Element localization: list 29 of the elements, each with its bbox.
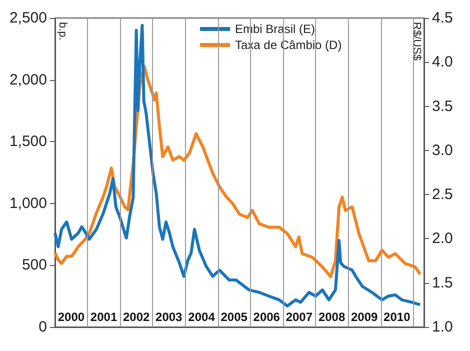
x-tick-label: 2005: [220, 310, 248, 324]
y-tick-label: 1,500: [9, 133, 47, 150]
x-tick-label: 2008: [318, 310, 346, 324]
x-tick-label: 2007: [286, 310, 313, 324]
x-tick-label: 2002: [122, 310, 150, 324]
y2-tick-label: 1.5: [432, 274, 453, 292]
y-axis-title: b.p.: [56, 22, 68, 40]
x-tick-label: 2001: [90, 310, 118, 324]
y2-tick-label: 4.5: [432, 10, 453, 26]
x-tick-label: 2010: [384, 310, 411, 324]
y2-tick-label: 2.5: [432, 186, 453, 204]
y-tick-label: 2,000: [9, 71, 47, 88]
x-tick-label: 2009: [350, 310, 378, 324]
legend-label: Taxa de Câmbio (D): [235, 38, 342, 52]
y2-tick-label: 3.5: [432, 98, 453, 115]
y2-tick-label: 4.0: [432, 54, 453, 71]
y2-tick-label: 2.0: [432, 230, 453, 248]
line-series: [54, 24, 422, 308]
y-tick-label: 0: [38, 318, 47, 336]
x-tick-label: 2000: [58, 310, 85, 324]
x-tick-label: 2006: [253, 310, 280, 324]
legend-label: Embi Brasil (E): [235, 22, 316, 36]
x-tick-label: 2003: [156, 310, 183, 324]
x-tick-label: 2004: [188, 310, 216, 324]
y-tick-label: 2,500: [9, 10, 47, 26]
y2-tick-label: 3.0: [432, 142, 453, 159]
y-tick-label: 500: [22, 256, 47, 274]
y-tick-label: 1,000: [9, 194, 47, 212]
y2-tick-label: 1.0: [432, 318, 453, 336]
